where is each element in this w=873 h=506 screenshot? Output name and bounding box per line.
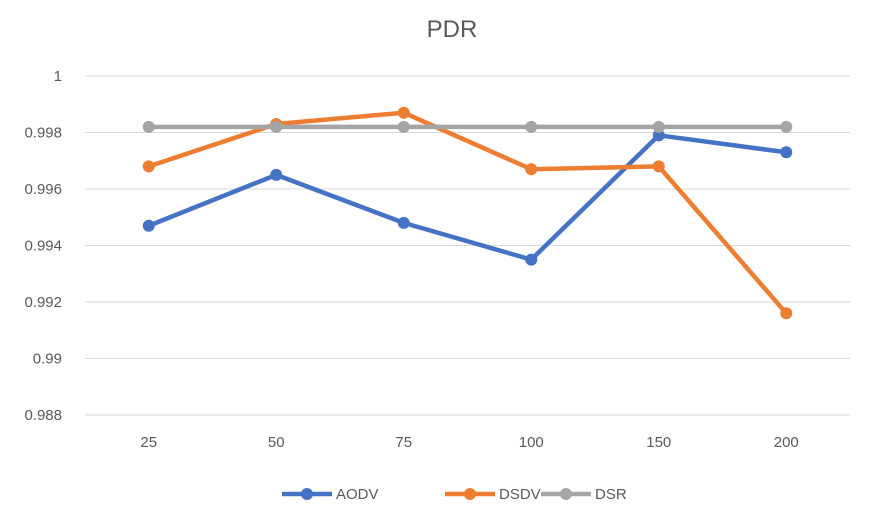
legend-item-dsr: DSR <box>541 486 627 503</box>
data-point-dsr <box>780 120 793 133</box>
data-point-dsr <box>652 120 665 133</box>
legend-item-dsdv: DSDV <box>445 486 541 503</box>
series-aodv <box>142 129 793 266</box>
y-tick-label: 0.998 <box>24 125 62 142</box>
data-point-dsdv <box>525 163 538 176</box>
data-point-aodv <box>780 146 793 159</box>
legend-label-dsdv: DSDV <box>499 486 541 503</box>
data-point-dsdv <box>142 160 155 173</box>
data-point-aodv <box>525 253 538 266</box>
series-line-dsdv <box>146 110 789 316</box>
data-point-dsr <box>142 120 155 133</box>
data-point-dsr <box>397 120 410 133</box>
legend-marker-dsr <box>560 488 572 500</box>
y-tick-label: 0.99 <box>33 351 62 368</box>
legend-marker-dsdv <box>464 488 476 500</box>
data-point-dsr <box>270 120 283 133</box>
y-tick-label: 0.992 <box>24 294 62 311</box>
legend-marker-aodv <box>301 488 313 500</box>
data-point-dsr <box>525 120 538 133</box>
legend-label-aodv: AODV <box>336 486 379 503</box>
legend-label-dsr: DSR <box>595 486 627 503</box>
data-point-aodv <box>270 168 283 181</box>
y-tick-label: 1 <box>54 68 62 85</box>
x-tick-label: 75 <box>395 434 412 451</box>
legend: AODV DSDV DSR <box>282 486 627 503</box>
data-point-dsdv <box>397 106 410 119</box>
x-axis-ticks: 25 50 75 100 150 200 <box>140 434 798 451</box>
data-point-dsdv <box>780 307 793 320</box>
legend-item-aodv: AODV <box>282 486 379 503</box>
x-tick-label: 50 <box>268 434 285 451</box>
gridlines <box>85 75 850 416</box>
data-point-aodv <box>397 216 410 229</box>
x-tick-label: 150 <box>646 434 671 451</box>
data-point-aodv <box>652 129 665 142</box>
series-dsr <box>142 120 793 133</box>
series-line-aodv <box>146 133 789 262</box>
y-tick-label: 0.994 <box>24 238 62 255</box>
series-lines <box>142 106 793 320</box>
chart-title: PDR <box>427 16 478 43</box>
y-tick-label: 0.996 <box>24 181 62 198</box>
data-point-aodv <box>142 219 155 232</box>
y-tick-label: 0.988 <box>24 407 62 424</box>
y-axis-ticks: 0.988 0.99 0.992 0.994 0.996 0.998 1 <box>24 68 62 424</box>
data-point-dsdv <box>652 160 665 173</box>
x-tick-label: 25 <box>140 434 157 451</box>
x-tick-label: 100 <box>519 434 544 451</box>
x-tick-label: 200 <box>774 434 799 451</box>
